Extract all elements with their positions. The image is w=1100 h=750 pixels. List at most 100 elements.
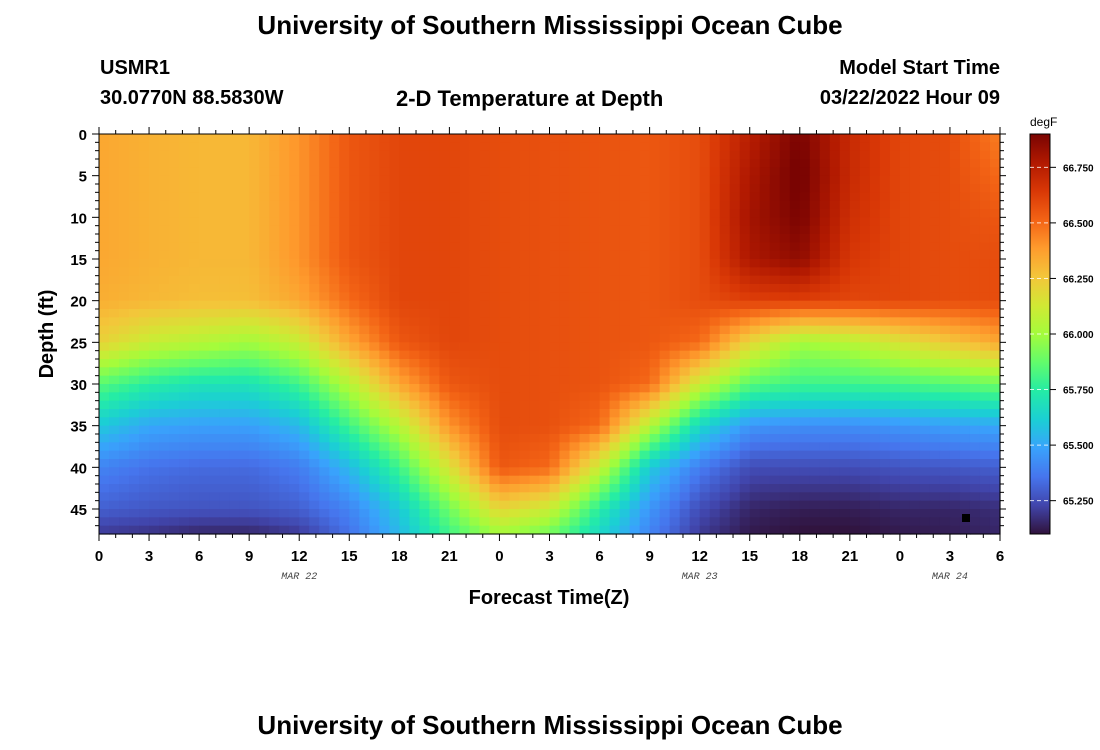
heatmap-cell xyxy=(229,442,240,452)
heatmap-cell xyxy=(679,509,691,518)
heatmap-cell xyxy=(729,525,741,535)
heatmap-cell xyxy=(599,367,611,377)
heatmap-cell xyxy=(809,384,821,393)
heatmap-cell xyxy=(689,300,701,310)
heatmap-cell xyxy=(449,209,460,218)
heatmap-cell xyxy=(789,192,801,202)
heatmap-cell xyxy=(919,500,931,510)
heatmap-cell xyxy=(549,292,561,302)
heatmap-cell xyxy=(99,184,110,193)
heatmap-cell xyxy=(579,450,591,460)
heatmap-cell xyxy=(149,142,160,152)
heatmap-cell xyxy=(159,342,170,352)
heatmap-cell xyxy=(519,275,531,285)
heatmap-cell xyxy=(869,234,881,243)
heatmap-cell xyxy=(899,392,911,402)
heatmap-cell xyxy=(229,359,240,368)
heatmap-cell xyxy=(829,134,841,143)
heatmap-cell xyxy=(739,384,751,393)
heatmap-cell xyxy=(259,459,270,468)
heatmap-cell xyxy=(319,467,330,477)
heatmap-cell xyxy=(139,150,150,160)
heatmap-cell xyxy=(589,134,601,143)
heatmap-cell xyxy=(729,450,741,460)
heatmap-cell xyxy=(459,475,471,485)
heatmap-cell xyxy=(779,275,791,285)
heatmap-cell xyxy=(629,300,641,310)
heatmap-cell xyxy=(549,359,561,368)
heatmap-cell xyxy=(469,300,481,310)
heatmap-cell xyxy=(949,167,961,177)
heatmap-cell xyxy=(699,409,711,418)
heatmap-cell xyxy=(949,192,961,202)
heatmap-cell xyxy=(399,434,410,443)
heatmap-cell xyxy=(389,175,400,185)
heatmap-cell xyxy=(889,517,901,527)
heatmap-cell xyxy=(869,292,881,302)
heatmap-cell xyxy=(519,217,531,227)
heatmap-cell xyxy=(599,142,611,152)
heatmap-cell xyxy=(609,425,621,435)
heatmap-cell xyxy=(919,267,931,277)
heatmap-cell xyxy=(949,384,961,393)
heatmap-cell xyxy=(359,317,370,327)
heatmap-cell xyxy=(819,334,831,343)
heatmap-cell xyxy=(939,475,951,485)
heatmap-cell xyxy=(389,242,400,252)
heatmap-cell xyxy=(369,200,380,210)
heatmap-cell xyxy=(149,425,160,435)
heatmap-cell xyxy=(879,425,891,435)
heatmap-cell xyxy=(859,409,871,418)
heatmap-cell xyxy=(379,309,390,318)
heatmap-cell xyxy=(589,442,601,452)
heatmap-cell xyxy=(629,175,641,185)
heatmap-cell xyxy=(659,400,671,410)
heatmap-cell xyxy=(949,409,961,418)
heatmap-cell xyxy=(849,367,861,377)
heatmap-cell xyxy=(769,292,781,302)
heatmap-cell xyxy=(899,209,911,218)
heatmap-cell xyxy=(579,384,591,393)
heatmap-cell xyxy=(229,425,240,435)
heatmap-cell xyxy=(289,367,300,377)
heatmap-cell xyxy=(659,359,671,368)
heatmap-cell xyxy=(909,384,921,393)
heatmap-cell xyxy=(439,467,450,477)
heatmap-cell xyxy=(399,184,410,193)
heatmap-cell xyxy=(289,275,300,285)
heatmap-cell xyxy=(749,300,761,310)
heatmap-cell xyxy=(719,375,731,385)
heatmap-cell xyxy=(609,409,621,418)
heatmap-cell xyxy=(759,209,771,218)
heatmap-cell xyxy=(319,134,330,143)
heatmap-cell xyxy=(979,500,991,510)
heatmap-cell xyxy=(759,159,771,168)
heatmap-cell xyxy=(329,217,340,227)
heatmap-cell xyxy=(849,517,861,527)
heatmap-cell xyxy=(819,484,831,493)
heatmap-cell xyxy=(519,500,531,510)
heatmap-cell xyxy=(559,359,571,368)
heatmap-cell xyxy=(419,350,430,360)
heatmap-cell xyxy=(559,525,571,535)
heatmap-cell xyxy=(829,275,841,285)
heatmap-cell xyxy=(359,350,370,360)
heatmap-cell xyxy=(729,517,741,527)
heatmap-cell xyxy=(709,184,721,193)
heatmap-cell xyxy=(909,175,921,185)
heatmap-cell xyxy=(109,275,120,285)
heatmap-cell xyxy=(419,400,430,410)
heatmap-cell xyxy=(709,450,721,460)
heatmap-cell xyxy=(179,325,190,335)
heatmap-cell xyxy=(889,200,901,210)
heatmap-cell xyxy=(729,442,741,452)
heatmap-cell xyxy=(769,350,781,360)
heatmap-cell xyxy=(869,134,881,143)
heatmap-cell xyxy=(819,375,831,385)
heatmap-cell xyxy=(409,142,420,152)
heatmap-cell xyxy=(799,167,811,177)
heatmap-cell xyxy=(499,334,511,343)
heatmap-cell xyxy=(839,209,851,218)
heatmap-cell xyxy=(409,200,420,210)
heatmap-cell xyxy=(879,292,891,302)
